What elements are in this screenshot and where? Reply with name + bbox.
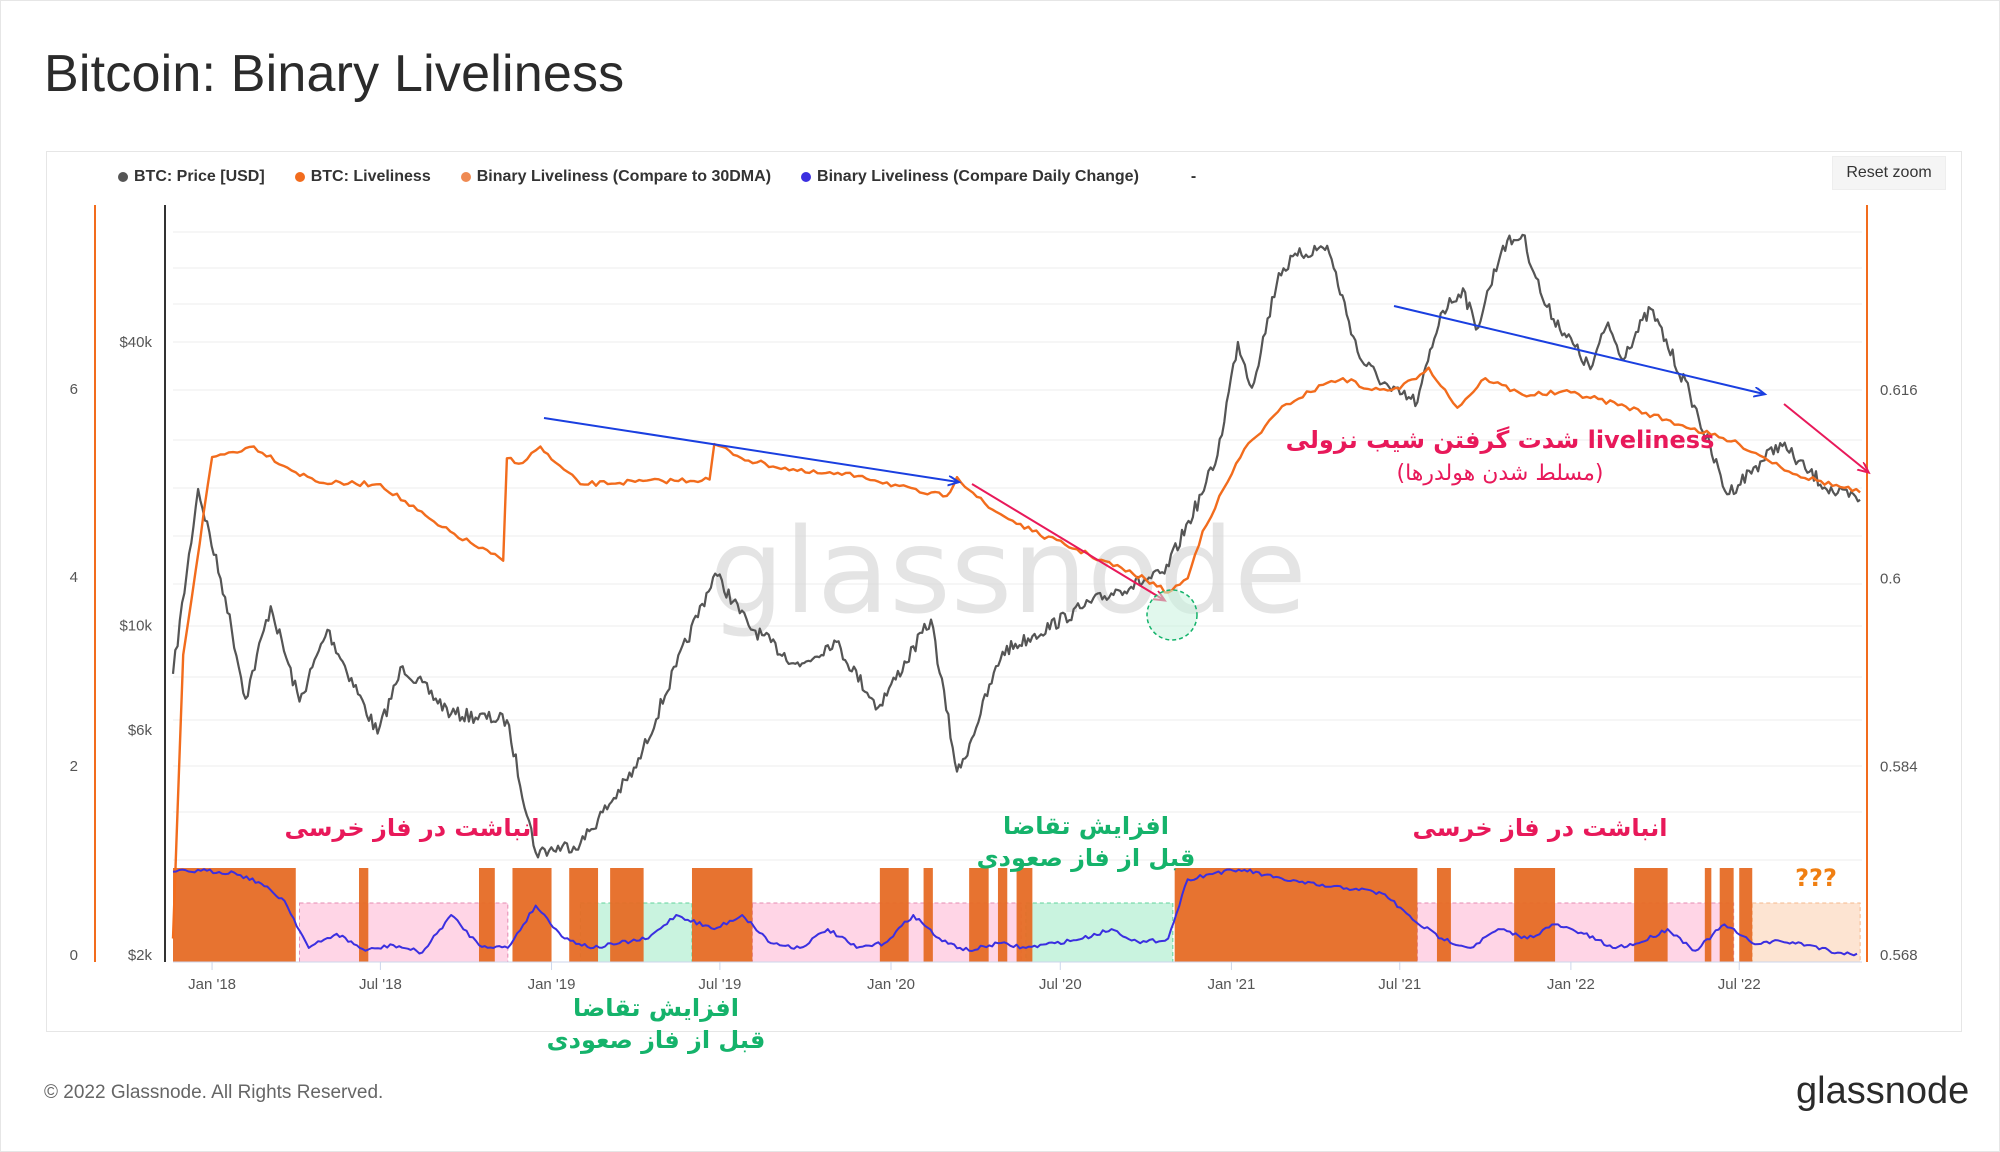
legend-label-binary-daily: Binary Liveliness (Compare Daily Change)	[817, 168, 1139, 185]
x-axis-tick-8: Jan '22	[1547, 976, 1595, 993]
binary-30dma-block-0	[173, 868, 296, 962]
arrow-pink-2022	[1783, 403, 1868, 472]
binary-30dma-block-8	[923, 868, 933, 962]
binary-30dma-block-18	[1739, 868, 1753, 962]
series-binary-daily-line	[172, 868, 1858, 957]
binary-30dma-layer	[173, 868, 1753, 962]
arrow-blue-2021	[1393, 305, 1764, 394]
chart-legend: BTC: Price [USD] BTC: Liveliness Binary …	[118, 168, 1196, 186]
brand-logo: glassnode	[1796, 1070, 1970, 1112]
page-title: Bitcoin: Binary Liveliness	[44, 45, 625, 103]
binary-30dma-block-2	[478, 868, 495, 962]
watermark: glassnode	[709, 502, 1306, 640]
price-axis-tick-0: $2k	[128, 947, 153, 964]
x-axis-tick-0: Jan '18	[188, 976, 236, 993]
annotation-accum-bear-2: انباشت در فاز خرسی	[1413, 814, 1668, 842]
series-liveliness-line	[171, 366, 1861, 939]
annotation-liveliness-line1: شدت گرفتن شیب نزولی liveliness	[1286, 426, 1715, 454]
legend-dot-price	[118, 172, 128, 182]
annotation-demand-1-line1: افزایش تقاضا	[1003, 812, 1169, 840]
right-axis-tick-0: 0.568	[1880, 947, 1918, 964]
binary-30dma-block-10	[997, 868, 1008, 962]
annotation-demand-2-line1: افزایش تقاضا	[573, 994, 739, 1022]
price-axis-tick-3: $40k	[119, 334, 152, 351]
x-axis-tick-1: Jul '18	[359, 976, 402, 993]
binary-30dma-block-5	[610, 868, 644, 962]
x-axis-tick-2: Jan '19	[528, 976, 576, 993]
binary-30dma-block-9	[969, 868, 989, 962]
arrow-blue-2019	[543, 417, 958, 482]
price-axis-tick-2: $10k	[119, 618, 152, 635]
binary-30dma-block-14	[1514, 868, 1556, 962]
x-axis-tick-4: Jan '20	[867, 976, 915, 993]
binary-30dma-block-1	[359, 868, 369, 962]
x-axis-tick-5: Jul '20	[1039, 976, 1082, 993]
binary-30dma-block-17	[1719, 868, 1734, 962]
legend-dot-binary-30dma	[460, 172, 471, 182]
x-axis-tick-7: Jul '21	[1378, 976, 1421, 993]
reset-zoom-button[interactable]: Reset zoom	[1832, 156, 1946, 190]
annotation-layer: انباشت در فاز خرسی انباشت در فاز خرسی اف…	[285, 305, 1868, 1054]
binary-30dma-block-16	[1704, 868, 1712, 962]
x-axis-tick-9: Jul '22	[1718, 976, 1761, 993]
left-axis-tick-2: 2	[70, 758, 78, 775]
legend-item-binary-daily[interactable]: Binary Liveliness (Compare Daily Change)	[801, 168, 1139, 186]
price-axis-tick-1: $6k	[128, 722, 153, 739]
legend-item-dash[interactable]: -	[1169, 168, 1196, 186]
zone-pink-0	[298, 902, 509, 963]
copyright-text: © 2022 Glassnode. All Rights Reserved.	[44, 1082, 384, 1103]
left-axis-tick-4: 4	[70, 569, 78, 586]
zone-peach-5	[1751, 902, 1861, 963]
right-axis-tick-2: 0.6	[1880, 570, 1901, 587]
annotation-demand-1-line2: قبل از فاز صعودی	[977, 844, 1196, 872]
left-axis-tick-0: 0	[70, 947, 78, 964]
arrow-pink-2020	[971, 483, 1164, 600]
legend-label-dash: -	[1190, 168, 1197, 185]
series-price-line	[171, 233, 1861, 859]
annotation-accum-bear-1: انباشت در فاز خرسی	[285, 814, 540, 842]
zone-green-3	[1025, 902, 1174, 963]
legend-label-liveliness: BTC: Liveliness	[310, 168, 431, 185]
legend-item-price[interactable]: BTC: Price [USD]	[118, 168, 265, 186]
binary-30dma-block-7	[879, 868, 909, 962]
legend-item-binary-30dma[interactable]: Binary Liveliness (Compare to 30DMA)	[460, 168, 772, 186]
binary-30dma-block-13	[1436, 868, 1451, 962]
right-axis-tick-3: 0.616	[1880, 382, 1918, 399]
demand-highlight-circle	[1146, 589, 1198, 641]
binary-30dma-block-15	[1634, 868, 1668, 962]
annotation-liveliness-line2: (مسلط شدن هولدرها)	[1396, 461, 1603, 486]
x-axis-tick-3: Jul '19	[698, 976, 741, 993]
legend-label-price: BTC: Price [USD]	[134, 168, 265, 185]
annotation-demand-2-line2: قبل از فاز صعودی	[547, 1026, 766, 1054]
legend-dot-binary-daily	[801, 172, 812, 182]
right-axis-tick-1: 0.584	[1880, 759, 1918, 776]
legend-label-binary-30dma: Binary Liveliness (Compare to 30DMA)	[476, 168, 772, 185]
binary-30dma-block-11	[1016, 868, 1033, 962]
binary-30dma-block-4	[569, 868, 599, 962]
binary-30dma-block-12	[1174, 868, 1418, 962]
x-axis-tick-6: Jan '21	[1207, 976, 1255, 993]
axes-layer: 0 2 4 6 $2k $6k $10k $40k 0.568 0.584 0.6 0.616 Jan …	[70, 205, 1918, 993]
grid-lines	[173, 231, 1862, 861]
series-layer	[171, 233, 1861, 957]
left-axis-tick-6: 6	[70, 381, 78, 398]
legend-item-liveliness[interactable]: BTC: Liveliness	[294, 168, 431, 186]
legend-dot-liveliness	[294, 172, 305, 182]
annotation-question: ???	[1795, 864, 1837, 892]
